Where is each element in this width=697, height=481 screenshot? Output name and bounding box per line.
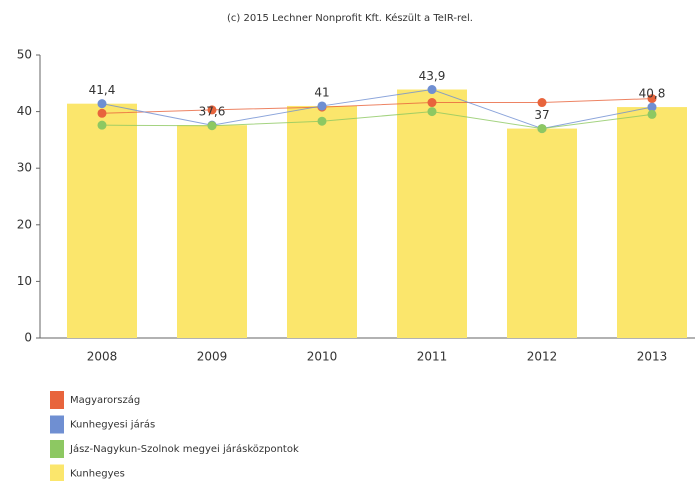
marker bbox=[537, 124, 547, 134]
data-label: 43,9 bbox=[419, 69, 446, 83]
line bbox=[101, 111, 653, 130]
y-tick-label: 0 bbox=[24, 331, 32, 345]
bar bbox=[67, 103, 137, 339]
line bbox=[101, 98, 653, 114]
x-tick-label: 2008 bbox=[87, 350, 118, 364]
x-tick-label: 2010 bbox=[307, 350, 338, 364]
data-label: 41,4 bbox=[89, 83, 116, 97]
marker bbox=[207, 121, 217, 131]
x-tick-label: 2011 bbox=[417, 350, 448, 364]
marker bbox=[97, 99, 107, 109]
marker bbox=[207, 105, 217, 115]
legend-label: Magyarország bbox=[70, 394, 140, 406]
marker bbox=[647, 109, 657, 119]
chart-title: (c) 2015 Lechner Nonprofit Kft. Készült … bbox=[227, 12, 473, 24]
x-tick-label: 2009 bbox=[197, 350, 228, 364]
legend-swatch bbox=[50, 415, 64, 434]
bar bbox=[507, 128, 577, 338]
legend-swatch bbox=[50, 440, 64, 458]
marker bbox=[427, 107, 437, 117]
data-label: 40,8 bbox=[639, 87, 666, 101]
line bbox=[101, 89, 653, 130]
data-label: 37 bbox=[534, 108, 549, 122]
legend-swatch bbox=[50, 464, 64, 481]
y-tick-label: 40 bbox=[17, 104, 32, 118]
legend-label: Kunhegyes bbox=[70, 469, 125, 480]
marker bbox=[427, 85, 437, 95]
bar bbox=[287, 105, 357, 338]
legend-label: Kunhegyesi járás bbox=[70, 419, 155, 431]
marker bbox=[647, 94, 657, 104]
marker bbox=[647, 102, 657, 112]
data-label: 41 bbox=[314, 85, 329, 99]
marker bbox=[317, 101, 327, 111]
legend-swatch bbox=[50, 391, 64, 409]
marker bbox=[317, 116, 327, 126]
bar bbox=[397, 89, 467, 338]
y-tick-label: 30 bbox=[17, 161, 32, 175]
y-tick-label: 50 bbox=[17, 48, 32, 62]
y-tick-label: 10 bbox=[17, 274, 32, 288]
y-tick-label: 20 bbox=[17, 217, 32, 231]
legend-label: Jász-Nagykun-Szolnok megyei járásközpont… bbox=[69, 443, 299, 455]
marker bbox=[537, 98, 547, 108]
x-tick-label: 2013 bbox=[637, 350, 668, 364]
x-tick-label: 2012 bbox=[527, 350, 558, 364]
data-label: 37,6 bbox=[199, 105, 226, 119]
bar bbox=[617, 107, 687, 339]
bar bbox=[177, 125, 247, 339]
marker bbox=[427, 98, 437, 108]
marker bbox=[97, 108, 107, 118]
marker bbox=[97, 120, 107, 130]
